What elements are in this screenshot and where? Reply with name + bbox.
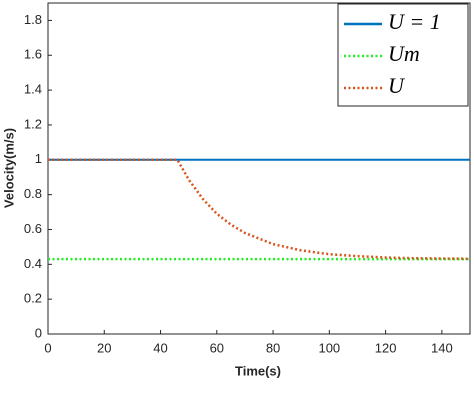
y-tick-label: 0.8 (24, 186, 42, 201)
legend-label: Um (388, 41, 420, 66)
x-axis-title: Time(s) (235, 363, 281, 378)
x-tick-label: 100 (318, 340, 340, 355)
x-tick-label: 0 (44, 340, 51, 355)
y-axis-title: Velocity(m/s) (1, 128, 16, 208)
legend-box (337, 3, 469, 107)
y-tick-label: 0 (35, 325, 42, 340)
x-tick-label: 140 (431, 340, 453, 355)
x-tick-label: 40 (153, 340, 167, 355)
y-tick-label: 0.6 (24, 221, 42, 236)
y-tick-label: 1.8 (24, 12, 42, 27)
x-tick-label: 80 (266, 340, 280, 355)
y-tick-label: 1.4 (24, 82, 42, 97)
series-line (48, 158, 471, 260)
x-tick-label: 20 (97, 340, 111, 355)
y-tick-label: 0.2 (24, 291, 42, 306)
y-tick-label: 1.6 (24, 47, 42, 62)
x-tick-label: 120 (375, 340, 397, 355)
x-tick-label: 60 (210, 340, 224, 355)
y-tick-label: 0.4 (24, 256, 42, 271)
legend-label: U = 1 (388, 9, 441, 34)
y-tick-label: 1 (35, 151, 42, 166)
legend-label: U (388, 73, 406, 98)
y-tick-label: 1.2 (24, 116, 42, 131)
